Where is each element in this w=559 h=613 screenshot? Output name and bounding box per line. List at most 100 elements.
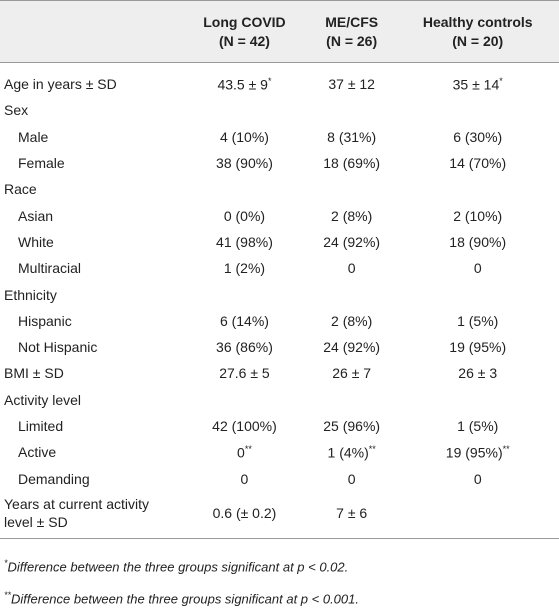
table-cell: 0 bbox=[240, 470, 249, 487]
table-row: Female 38 (90%) 18 (69%) 14 (70%) bbox=[0, 150, 559, 176]
row-label: Male bbox=[18, 128, 49, 145]
table-cell bbox=[307, 176, 397, 202]
column-header: ME/CFS (N = 26) bbox=[306, 0, 397, 63]
table-cell: 0** bbox=[182, 439, 307, 465]
row-label: Multiracial bbox=[18, 260, 82, 277]
footnote-mark: * bbox=[499, 75, 503, 86]
table-cell: 4 (10%) bbox=[219, 128, 269, 145]
table-row: Not Hispanic 36 (86%) 24 (92%) 19 (95%) bbox=[0, 334, 559, 360]
table-row: BMI ± SD 27.6 ± 5 26 ± 7 26 ± 3 bbox=[0, 360, 559, 386]
table-cell bbox=[182, 97, 307, 123]
row-label: Sex bbox=[4, 102, 29, 119]
row-label: Female bbox=[18, 155, 65, 172]
row-label: Age in years ± SD bbox=[4, 76, 117, 93]
table-cell: 38 (90%) bbox=[216, 155, 273, 172]
row-label: Asian bbox=[18, 207, 54, 224]
table-cell: 2 (8%) bbox=[331, 207, 373, 224]
table-cell: 7 ± 6 bbox=[336, 504, 368, 521]
row-label: Ethnicity bbox=[4, 286, 57, 303]
table-cell: 0 bbox=[473, 470, 482, 487]
table-cell: 42 (100%) bbox=[212, 418, 277, 434]
row-label: White bbox=[18, 233, 54, 250]
table-cell: 0 (0%) bbox=[223, 207, 266, 224]
table: Long COVID (N = 42) ME/CFS (N = 26) Healthy … bbox=[0, 0, 559, 539]
table-row: Race bbox=[0, 176, 559, 202]
table-cell: 24 (92%) bbox=[323, 339, 381, 356]
footnote-mark: ** bbox=[502, 443, 510, 454]
footnote-mark: * bbox=[4, 557, 8, 568]
table-cell: 6 (14%) bbox=[219, 312, 269, 329]
header-cell bbox=[0, 0, 182, 63]
table-cell: 27.6 ± 5 bbox=[219, 365, 270, 382]
header-line: ME/CFS bbox=[325, 13, 379, 30]
footnote: **Difference between the three groups si… bbox=[4, 581, 555, 613]
table-cell: 26 ± 7 bbox=[332, 365, 372, 382]
table-row: Hispanic 6 (14%) 2 (8%) 1 (5%) bbox=[0, 308, 559, 334]
table-cell: 6 (30%) bbox=[453, 128, 503, 145]
footnote-mark: * bbox=[267, 75, 272, 86]
header-row: Long COVID (N = 42) ME/CFS (N = 26) Healthy … bbox=[0, 0, 559, 63]
table-row: Limited 42 (100%) 25 (96%) 1 (5%) bbox=[0, 413, 559, 439]
table-cell: 43.5 ± 9* bbox=[182, 63, 307, 98]
table-row: Activity level bbox=[0, 387, 559, 413]
row-label: Race bbox=[4, 181, 37, 198]
table-row: Years at current activity level ± SD 0.6 … bbox=[0, 492, 559, 539]
row-label: BMI ± SD bbox=[4, 365, 64, 382]
footnote-mark: ** bbox=[368, 443, 376, 454]
table-row: Age in years ± SD 43.5 ± 9* 37 ± 12 35 ± 14… bbox=[0, 63, 559, 98]
cell-value: 43.5 ± 9 bbox=[217, 76, 268, 93]
table-cell bbox=[396, 281, 559, 307]
row-label: Not Hispanic bbox=[18, 339, 98, 356]
table-cell: 19 (95%)** bbox=[396, 439, 559, 465]
table-cell: 35 ± 14* bbox=[396, 63, 559, 98]
column-header: Healthy controls (N = 20) bbox=[396, 0, 559, 63]
row-label: Active bbox=[18, 444, 57, 461]
table-cell: 1 (4%)** bbox=[307, 439, 397, 465]
footnote-text: Difference between the three groups sign… bbox=[11, 591, 359, 607]
table-cell: 25 (96%) bbox=[323, 418, 381, 434]
table-cell: 0 bbox=[347, 260, 356, 277]
header-line: Long COVID bbox=[203, 13, 286, 30]
table-cell bbox=[182, 176, 307, 202]
column-header: Long COVID (N = 42) bbox=[182, 0, 307, 63]
table-cell: 41 (98%) bbox=[216, 233, 273, 250]
table-cell: 24 (92%) bbox=[323, 233, 381, 250]
footnotes: *Difference between the three groups sig… bbox=[0, 539, 559, 613]
table-cell: 26 ± 3 bbox=[458, 365, 498, 382]
table-cell: 1 (5%) bbox=[457, 418, 499, 434]
table-row: Demanding 0 0 0 bbox=[0, 465, 559, 491]
header-line: (N = 26) bbox=[326, 32, 378, 49]
header-line: Healthy controls bbox=[422, 13, 533, 30]
row-label: Limited bbox=[18, 418, 64, 434]
table-cell: 2 (8%) bbox=[331, 312, 373, 329]
cell-value: 0 bbox=[237, 444, 245, 461]
row-label: Activity level bbox=[4, 391, 82, 408]
table-header: Long COVID (N = 42) ME/CFS (N = 26) Healthy … bbox=[0, 0, 559, 63]
table-cell: 0.6 (± 0.2) bbox=[212, 504, 277, 521]
header-line: (N = 42) bbox=[218, 32, 270, 49]
table-cell: 1 (2%) bbox=[223, 260, 266, 277]
table-row: Multiracial 1 (2%) 0 0 bbox=[0, 255, 559, 281]
header-line: (N = 20) bbox=[452, 32, 504, 49]
cell-value: 1 (4%) bbox=[327, 444, 369, 461]
table-cell: 14 (70%) bbox=[449, 155, 507, 172]
row-label: Hispanic bbox=[18, 312, 72, 329]
footnote: *Difference between the three groups sig… bbox=[4, 549, 555, 581]
table-cell: 2 (10%) bbox=[453, 207, 503, 224]
table-cell: 37 ± 12 bbox=[328, 76, 375, 93]
footnote-text: Difference between the three groups sign… bbox=[7, 559, 349, 575]
table-cell bbox=[307, 97, 397, 123]
table-cell: 8 (31%) bbox=[327, 128, 377, 145]
table-cell bbox=[396, 387, 559, 413]
table-row: Active 0** 1 (4%)** 19 (95%)** bbox=[0, 439, 559, 465]
table-row: White 41 (98%) 24 (92%) 18 (90%) bbox=[0, 229, 559, 255]
row-label: Years at current activity level ± SD bbox=[4, 495, 149, 530]
table-cell: 19 (95%) bbox=[449, 339, 507, 356]
cell-value: 19 (95%) bbox=[445, 444, 503, 461]
cell-value: 35 ± 14 bbox=[452, 76, 500, 93]
row-label: Demanding bbox=[18, 470, 90, 487]
footnote-mark: ** bbox=[244, 443, 252, 454]
table-row: Asian 0 (0%) 2 (8%) 2 (10%) bbox=[0, 202, 559, 228]
table-row: Sex bbox=[0, 97, 559, 123]
